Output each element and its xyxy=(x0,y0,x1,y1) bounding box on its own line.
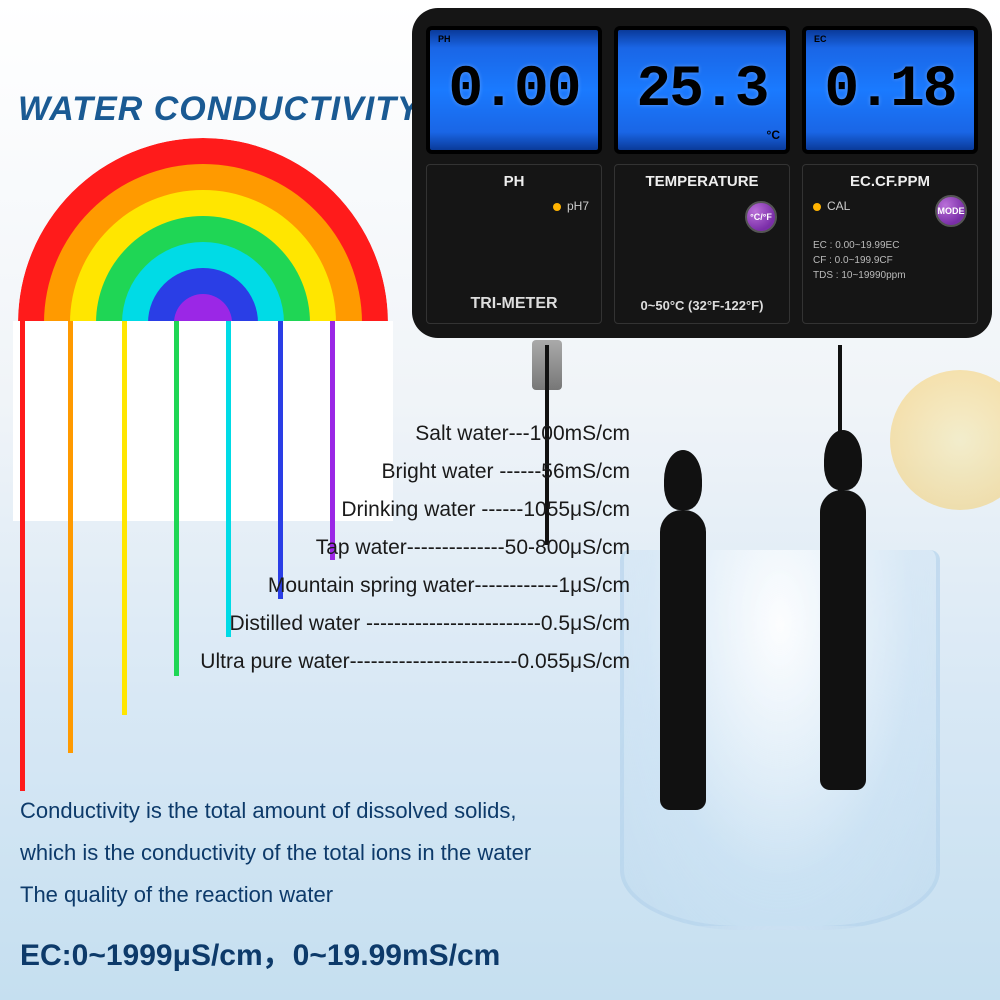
lcd-unit: °C xyxy=(767,128,780,142)
page-title: WATER CONDUCTIVITY xyxy=(18,90,421,129)
mode-button[interactable]: MODE xyxy=(935,195,967,227)
unit-toggle-button[interactable]: °C/°F xyxy=(745,201,777,233)
list-item: Ultra pure water------------------------… xyxy=(20,643,630,681)
panel-header: EC.CF.PPM xyxy=(813,173,967,190)
lcd-ec: EC 0.18 xyxy=(802,26,978,154)
ph-probe xyxy=(660,510,706,810)
indicator-led-icon xyxy=(553,203,561,211)
panel-header: PH xyxy=(437,173,591,190)
ec-probe xyxy=(820,490,866,790)
lcd-ph: PH 0.00 xyxy=(426,26,602,154)
indicator-led-icon xyxy=(813,203,821,211)
panel-ec: EC 0.18 EC.CF.PPM CAL MODE EC : 0.00~19.… xyxy=(802,26,978,324)
list-item: Mountain spring water------------1μS/cm xyxy=(20,567,630,605)
lcd-temp: 25.3 °C xyxy=(614,26,790,154)
lcd-value: 0.18 xyxy=(824,58,955,123)
sun-graphic xyxy=(890,370,1000,510)
lcd-value: 25.3 xyxy=(636,58,767,123)
cal-label: CAL xyxy=(827,199,850,213)
list-item: Distilled water ------------------------… xyxy=(20,605,630,643)
tri-meter-device: PH 0.00 PH pH7 TRI-METER 25.3 °C TEMPERA… xyxy=(412,8,992,338)
description-text: Conductivity is the total amount of diss… xyxy=(20,790,660,916)
panel-temperature: 25.3 °C TEMPERATURE °C/°F 0~50°C (32°F-1… xyxy=(614,26,790,324)
lcd-label: EC xyxy=(814,34,827,44)
spec-line: TDS : 10~19990ppm xyxy=(813,268,967,283)
list-item: Drinking water ------1055μS/cm xyxy=(20,491,630,529)
ph7-label: pH7 xyxy=(567,199,589,213)
panel-header: TEMPERATURE xyxy=(625,173,779,190)
conductivity-list: Salt water---100mS/cm Bright water -----… xyxy=(20,415,640,681)
rainbow-chart xyxy=(18,138,388,338)
spec-line: EC : 0.00~19.99EC xyxy=(813,238,967,253)
list-item: Tap water--------------50-800μS/cm xyxy=(20,529,630,567)
lcd-value: 0.00 xyxy=(448,58,579,123)
ec-range-label: EC:0~1999μS/cm，0~19.99mS/cm xyxy=(20,930,500,974)
spec-line: CF : 0.0~199.9CF xyxy=(813,253,967,268)
list-item: Bright water ------56mS/cm xyxy=(20,453,630,491)
panel-ph: PH 0.00 PH pH7 TRI-METER xyxy=(426,26,602,324)
list-item: Salt water---100mS/cm xyxy=(20,415,630,453)
tri-meter-label: TRI-METER xyxy=(427,295,601,313)
lcd-label: PH xyxy=(438,34,451,44)
temp-range-label: 0~50°C (32°F-122°F) xyxy=(615,298,789,313)
